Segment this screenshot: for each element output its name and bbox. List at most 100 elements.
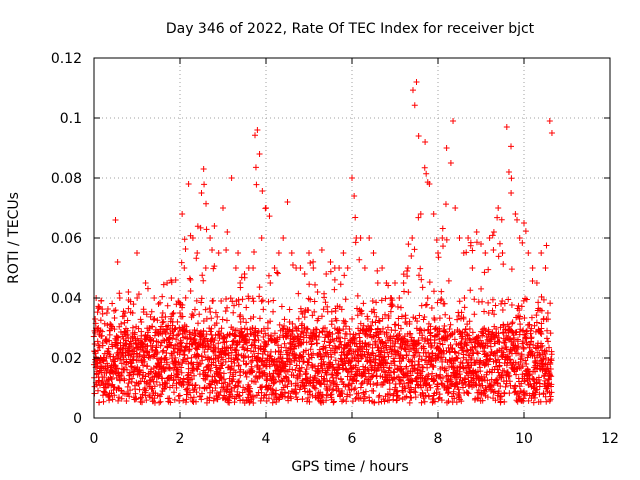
data-point (322, 299, 329, 306)
data-point (139, 340, 146, 347)
data-point (237, 319, 244, 326)
data-point (229, 378, 236, 385)
data-point (354, 292, 361, 299)
data-point (94, 309, 101, 316)
data-point (155, 338, 162, 345)
data-point (237, 311, 244, 318)
data-point (430, 211, 437, 217)
data-point (186, 346, 193, 353)
data-point (174, 341, 181, 348)
data-point (505, 296, 512, 303)
data-point (270, 297, 277, 304)
x-tick-label: 2 (176, 431, 185, 447)
data-point (469, 265, 476, 271)
data-point (323, 271, 330, 277)
data-point (139, 375, 146, 382)
data-point (125, 289, 132, 295)
data-point (135, 291, 142, 298)
data-point (487, 343, 494, 350)
data-point (368, 326, 375, 333)
data-point (447, 321, 454, 328)
data-point (341, 272, 348, 279)
data-point (330, 379, 337, 386)
data-point (170, 348, 177, 355)
data-point (247, 347, 254, 354)
data-point (391, 375, 398, 382)
data-point (398, 313, 405, 320)
data-point (441, 328, 448, 335)
data-point (287, 346, 294, 353)
data-point (98, 297, 105, 304)
data-point (331, 286, 338, 293)
data-point (96, 344, 103, 351)
data-point (245, 396, 252, 403)
data-point (333, 374, 340, 381)
data-point (342, 296, 349, 303)
data-point (155, 301, 162, 307)
data-point (340, 250, 347, 256)
data-point (202, 265, 209, 271)
data-point (376, 328, 383, 335)
data-point (157, 342, 164, 349)
data-point (276, 321, 283, 328)
data-point (295, 290, 302, 297)
data-point (138, 399, 145, 406)
data-point (256, 284, 263, 291)
data-point (310, 258, 317, 265)
data-point (197, 360, 204, 367)
data-point (114, 259, 121, 265)
data-point (199, 272, 206, 279)
data-point (352, 385, 359, 392)
data-point (251, 336, 258, 343)
data-point (219, 384, 226, 391)
data-point (154, 317, 161, 324)
data-point (183, 327, 190, 334)
data-point (212, 385, 219, 392)
data-point (200, 318, 207, 325)
y-tick-label: 0 (73, 411, 82, 427)
data-point (340, 396, 347, 403)
data-point (252, 164, 259, 171)
data-point (308, 340, 315, 347)
data-point (175, 358, 182, 365)
data-point (419, 284, 426, 291)
data-point (383, 342, 390, 349)
data-point (211, 263, 218, 270)
data-point (288, 359, 295, 366)
data-point (331, 276, 338, 283)
data-point (182, 399, 189, 406)
data-point (164, 326, 171, 333)
data-point (320, 306, 327, 313)
data-point (397, 377, 404, 384)
data-point (333, 317, 340, 324)
data-point (281, 340, 288, 347)
data-point (106, 397, 113, 404)
data-point (394, 392, 401, 399)
data-point (235, 301, 242, 308)
data-point (372, 352, 379, 359)
data-point (439, 225, 446, 232)
data-point (121, 319, 128, 326)
data-point (197, 224, 204, 231)
data-point (450, 118, 457, 124)
data-point (414, 318, 421, 325)
data-point (201, 348, 208, 355)
data-point (408, 252, 415, 259)
data-point (376, 392, 383, 399)
data-point (258, 389, 265, 396)
data-point (188, 341, 195, 348)
data-point (179, 313, 186, 320)
data-point (144, 362, 151, 369)
data-point (306, 355, 313, 362)
data-point (417, 326, 424, 333)
data-point (508, 266, 515, 273)
data-point (254, 127, 261, 133)
data-point (394, 303, 401, 310)
data-point (278, 303, 285, 310)
data-point (311, 384, 318, 391)
data-point (357, 394, 364, 401)
data-point (250, 314, 257, 321)
data-point (241, 346, 248, 353)
data-point (145, 329, 152, 336)
data-point (295, 315, 302, 322)
